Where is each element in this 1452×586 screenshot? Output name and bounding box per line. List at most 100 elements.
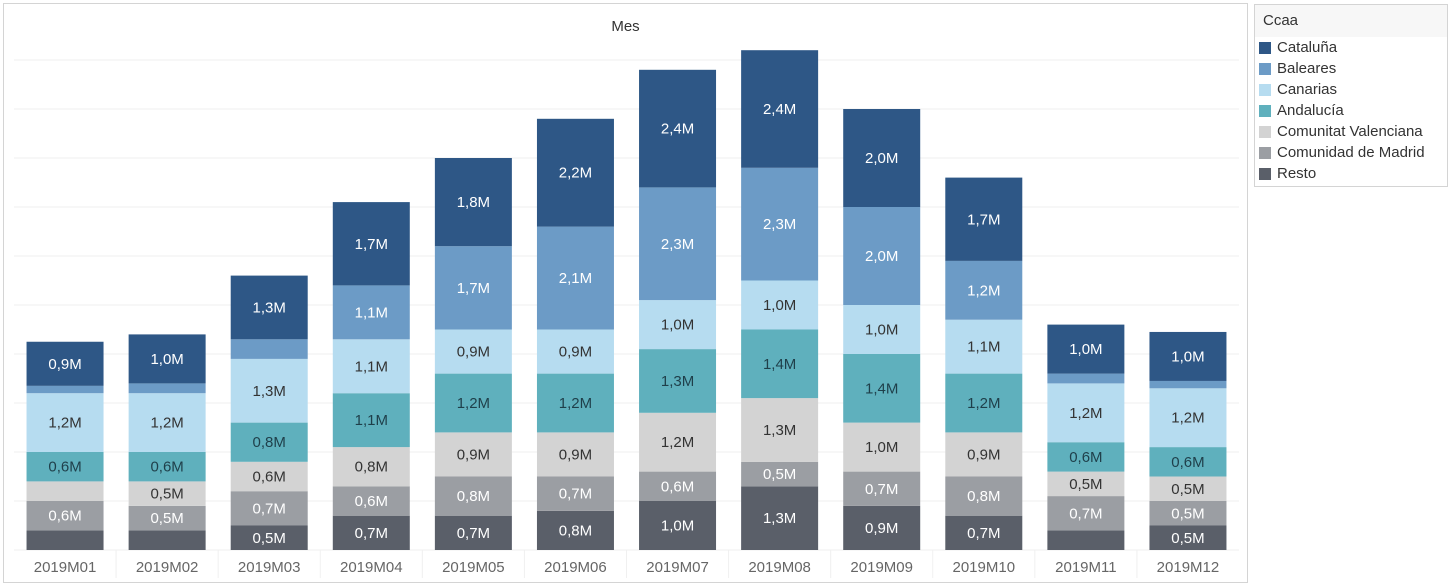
bar-segment[interactable] — [843, 109, 921, 207]
bar-segment[interactable] — [1047, 496, 1125, 531]
bar-segment[interactable] — [1149, 380, 1227, 389]
bar-segment[interactable] — [1149, 388, 1227, 448]
bar-segment[interactable] — [536, 432, 614, 477]
legend-item[interactable]: Cataluña — [1255, 37, 1447, 58]
bar-segment[interactable] — [230, 358, 308, 423]
data-label: 0,5M — [150, 486, 183, 503]
bar-segment[interactable] — [26, 393, 104, 452]
legend-item[interactable]: Canarias — [1255, 79, 1447, 100]
bar-segment[interactable] — [434, 158, 512, 247]
bar-segment[interactable] — [639, 501, 717, 550]
bar-segment[interactable] — [639, 69, 717, 188]
bar-segment[interactable] — [26, 385, 104, 394]
legend-item[interactable]: Andalucía — [1255, 100, 1447, 121]
bar-segment[interactable] — [332, 515, 410, 550]
bar-segment[interactable] — [26, 481, 104, 501]
bar-segment[interactable] — [536, 329, 614, 374]
bar-segment[interactable] — [26, 501, 104, 531]
bar-segment[interactable] — [945, 177, 1023, 261]
bar-segment[interactable] — [1149, 476, 1227, 502]
bar-segment[interactable] — [1149, 447, 1227, 477]
bar-segment[interactable] — [1047, 471, 1125, 497]
bar-segment[interactable] — [639, 349, 717, 413]
bar-segment[interactable] — [26, 530, 104, 550]
bar-segment[interactable] — [945, 432, 1023, 477]
legend-item[interactable]: Comunitat Valenciana — [1255, 121, 1447, 142]
bar-segment[interactable] — [741, 280, 819, 330]
bar-segment[interactable] — [741, 50, 819, 168]
bar-segment[interactable] — [843, 305, 921, 354]
bar-segment[interactable] — [332, 202, 410, 286]
bar-segment[interactable] — [639, 300, 717, 350]
bar-segment[interactable] — [741, 461, 819, 487]
bar-segment[interactable] — [332, 447, 410, 487]
bar-segment[interactable] — [434, 373, 512, 433]
bar-segment[interactable] — [945, 373, 1023, 433]
bar-segment[interactable] — [1149, 331, 1227, 381]
bar-segment[interactable] — [128, 505, 206, 531]
bar-segment[interactable] — [1149, 525, 1227, 551]
bar-segment[interactable] — [945, 515, 1023, 550]
bar-segment[interactable] — [434, 329, 512, 374]
bar-segment[interactable] — [843, 505, 921, 550]
bar-segment[interactable] — [741, 486, 819, 550]
bar-segment[interactable] — [26, 452, 104, 482]
bar-segment[interactable] — [843, 354, 921, 423]
bar-segment[interactable] — [128, 530, 206, 550]
bar-segment[interactable] — [230, 461, 308, 492]
bar-segment[interactable] — [332, 393, 410, 448]
bar-segment[interactable] — [1047, 442, 1125, 472]
bar-segment[interactable] — [1047, 530, 1125, 550]
bar-segment[interactable] — [434, 515, 512, 550]
bar-segment[interactable] — [230, 275, 308, 340]
bar-segment[interactable] — [332, 285, 410, 340]
legend-item[interactable]: Baleares — [1255, 58, 1447, 79]
bar-segment[interactable] — [843, 471, 921, 506]
legend-item[interactable]: Resto — [1255, 163, 1447, 184]
bar-segment[interactable] — [332, 486, 410, 516]
bar-segment[interactable] — [945, 260, 1023, 320]
bar-segment[interactable] — [434, 246, 512, 330]
legend-item[interactable]: Comunidad de Madrid — [1255, 142, 1447, 163]
bar-segment[interactable] — [434, 476, 512, 516]
bar-segment[interactable] — [230, 422, 308, 462]
bar-segment[interactable] — [128, 383, 206, 394]
bar-segment[interactable] — [332, 339, 410, 394]
data-label: 1,2M — [48, 415, 81, 432]
legend-swatch — [1259, 167, 1271, 180]
bar-segment[interactable] — [639, 412, 717, 472]
bar-segment[interactable] — [536, 118, 614, 227]
bar-segment[interactable] — [536, 226, 614, 330]
bar-segment[interactable] — [128, 334, 206, 384]
bar-segment[interactable] — [230, 525, 308, 551]
legend-swatch — [1259, 125, 1271, 138]
bar-segment[interactable] — [536, 476, 614, 511]
bar-segment[interactable] — [1149, 501, 1227, 526]
bar-segment[interactable] — [128, 481, 206, 506]
data-label: 0,6M — [1171, 454, 1204, 471]
x-tick-label: 2019M08 — [748, 559, 811, 576]
bar-segment[interactable] — [26, 341, 104, 386]
bar-segment[interactable] — [1047, 373, 1125, 384]
x-tick-label: 2019M03 — [238, 559, 301, 576]
bar-segment[interactable] — [230, 491, 308, 526]
data-label: 1,2M — [661, 434, 694, 451]
bar-segment[interactable] — [128, 452, 206, 482]
bar-segment[interactable] — [945, 319, 1023, 374]
bar-segment[interactable] — [536, 373, 614, 433]
bar-segment[interactable] — [230, 339, 308, 359]
bar-segment[interactable] — [1047, 383, 1125, 443]
bar-segment[interactable] — [843, 207, 921, 305]
bar-segment[interactable] — [741, 167, 819, 281]
bar-segment[interactable] — [1047, 324, 1125, 374]
bar-segment[interactable] — [843, 422, 921, 472]
bar-segment[interactable] — [536, 510, 614, 550]
bar-segment[interactable] — [741, 398, 819, 462]
bar-segment[interactable] — [128, 393, 206, 452]
bar-segment[interactable] — [639, 187, 717, 301]
x-tick-label: 2019M11 — [1055, 559, 1116, 576]
bar-segment[interactable] — [639, 471, 717, 501]
bar-segment[interactable] — [741, 329, 819, 399]
bar-segment[interactable] — [945, 476, 1023, 516]
bar-segment[interactable] — [434, 432, 512, 477]
